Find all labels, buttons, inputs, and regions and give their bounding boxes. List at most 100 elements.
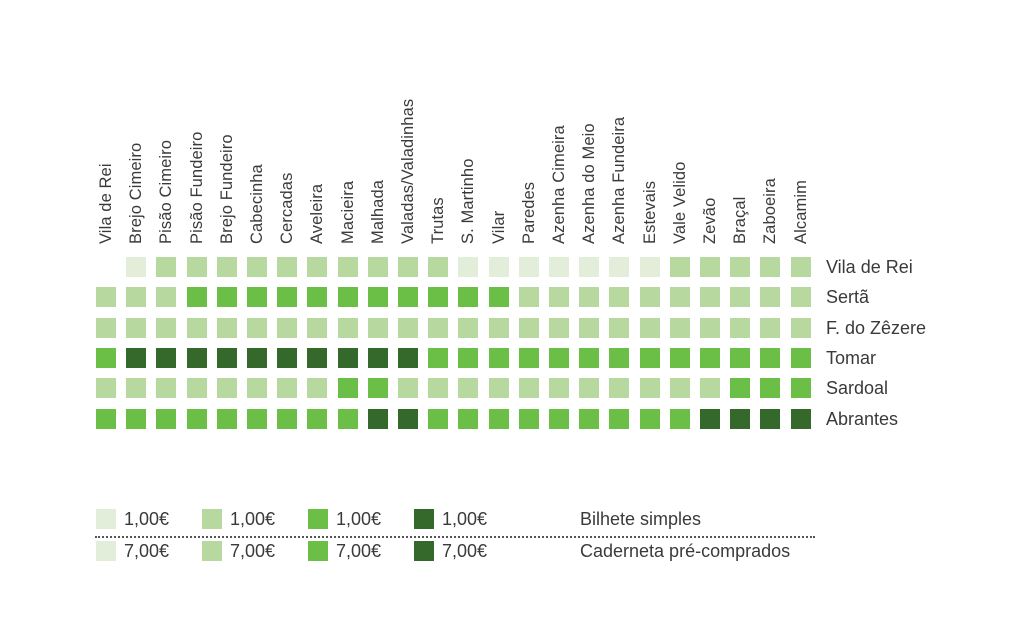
fare-cell [669,287,690,308]
fare-cell [277,317,298,338]
fare-cell [156,408,177,429]
fare-cell [790,408,811,429]
fare-cell [337,347,358,368]
fare-cell [549,347,569,368]
fare-cell [186,287,207,308]
fare-cell [790,317,811,338]
legend-value: 1,00€ [442,509,488,529]
fare-cell [247,378,267,399]
fare-cell [216,408,237,429]
fare-cell [549,408,569,429]
column-label: Vilar [489,210,508,244]
fare-cell [669,257,690,277]
fare-cell [518,257,539,277]
fare-cell [549,257,569,277]
fare-cell [337,317,358,338]
legend-value: 7,00€ [442,541,488,561]
column-label: Cabecinha [248,164,266,244]
fare-cell [669,378,690,399]
fare-cell [790,378,811,399]
column-label: Azenha do Meio [580,123,599,244]
row-label: Abrantes [826,408,899,429]
fare-cell [488,287,509,308]
fare-cell [488,408,509,429]
fare-cell [398,347,418,368]
fare-cell [760,408,781,429]
fare-cell [700,408,720,429]
fare-cell [518,287,539,308]
fare-cell [428,378,449,399]
legend-value: 1,00€ [230,509,276,529]
row-label: Sertã [826,287,870,308]
fare-cell [247,408,267,429]
column-label: Macieira [338,180,357,244]
fare-cell [96,378,116,399]
fare-cell [307,408,328,429]
column-label: Azenha Cimeira [550,125,568,244]
column-label: Pisão Fundeiro [187,131,206,244]
fare-cell [216,257,237,277]
legend-swatch [308,509,328,529]
fare-cell [760,347,781,368]
fare-cell [730,347,751,368]
fare-cell [156,287,177,308]
fare-cell [277,287,298,308]
fare-cell [579,317,600,338]
column-label: Vale Velido [670,161,689,244]
fare-cell [700,287,720,308]
fare-cell [639,257,660,277]
fare-cell [367,378,388,399]
column-label: Aveleira [308,183,327,244]
fare-cell [609,347,630,368]
fare-cell [730,287,751,308]
fare-cell [428,347,449,368]
fare-cell [700,257,720,277]
fare-cell [760,317,781,338]
fare-cell [790,257,811,277]
fare-cell [247,347,267,368]
fare-cell [760,378,781,399]
fare-cell [216,378,237,399]
fare-cell [700,317,720,338]
row-label: Sardoal [826,378,889,399]
fare-cell [96,287,116,308]
legend-value: 1,00€ [124,509,170,529]
fare-cell [277,408,298,429]
fare-cell [669,347,690,368]
fare-cell [126,408,147,429]
fare-cell [216,347,237,368]
fare-cell [126,257,147,277]
fare-cell [247,317,267,338]
fare-cell [700,347,720,368]
fare-cell [579,287,600,308]
column-label: Trutas [429,197,448,244]
column-label: Brejo Cimeiro [127,142,146,244]
fare-cell [760,257,781,277]
fare-cell [458,347,479,368]
fare-cell [790,347,811,368]
legend-swatch [202,541,222,561]
fare-cell [518,378,539,399]
fare-cell [518,317,539,338]
fare-cell [277,257,298,277]
fare-cell [609,378,630,399]
fare-cell [639,408,660,429]
fare-cell [579,378,600,399]
fare-cell [307,257,328,277]
legend-divider [95,536,815,538]
fare-cell [156,347,177,368]
fare-cell [579,408,600,429]
fare-cell [307,317,328,338]
fare-cell [186,257,207,277]
fare-cell [216,317,237,338]
column-label: Braçal [731,196,750,244]
fare-cell [126,317,147,338]
fare-cell [609,317,630,338]
fare-cell [247,257,267,277]
fare-cell [458,287,479,308]
fare-cell [126,378,147,399]
fare-cell [186,378,207,399]
fare-cell [126,347,147,368]
fare-cell [247,287,267,308]
